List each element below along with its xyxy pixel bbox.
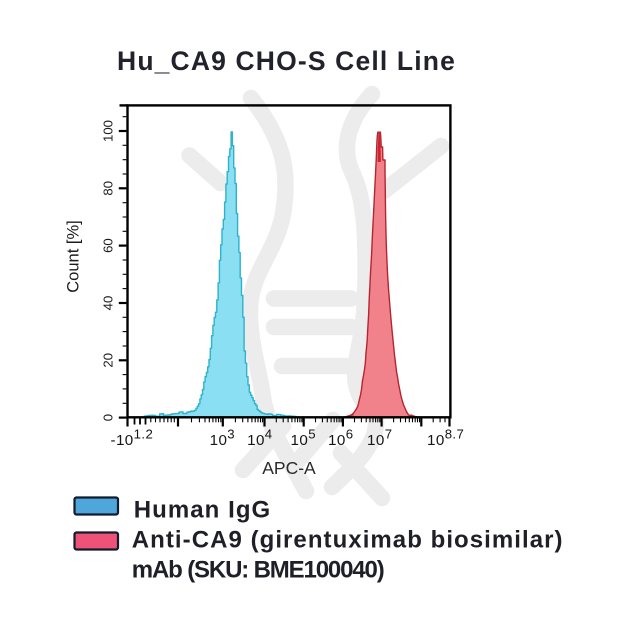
svg-text:Hu_CA9 CHO-S Cell Line: Hu_CA9 CHO-S Cell Line (117, 46, 456, 76)
svg-text:Human IgG: Human IgG (134, 497, 271, 524)
svg-text:Anti-CA9 (girentuximab biosimi: Anti-CA9 (girentuximab biosimilar) (132, 527, 564, 554)
svg-text:Count [%]: Count [%] (65, 220, 83, 292)
svg-text:APC-A: APC-A (262, 458, 316, 478)
svg-text:100: 100 (101, 120, 116, 142)
svg-text:80: 80 (101, 181, 116, 196)
svg-text:mAb (SKU: BME100040): mAb (SKU: BME100040) (132, 557, 384, 584)
svg-text:60: 60 (101, 238, 116, 253)
svg-text:0: 0 (101, 414, 116, 421)
svg-text:40: 40 (101, 296, 116, 311)
svg-text:20: 20 (101, 353, 116, 368)
